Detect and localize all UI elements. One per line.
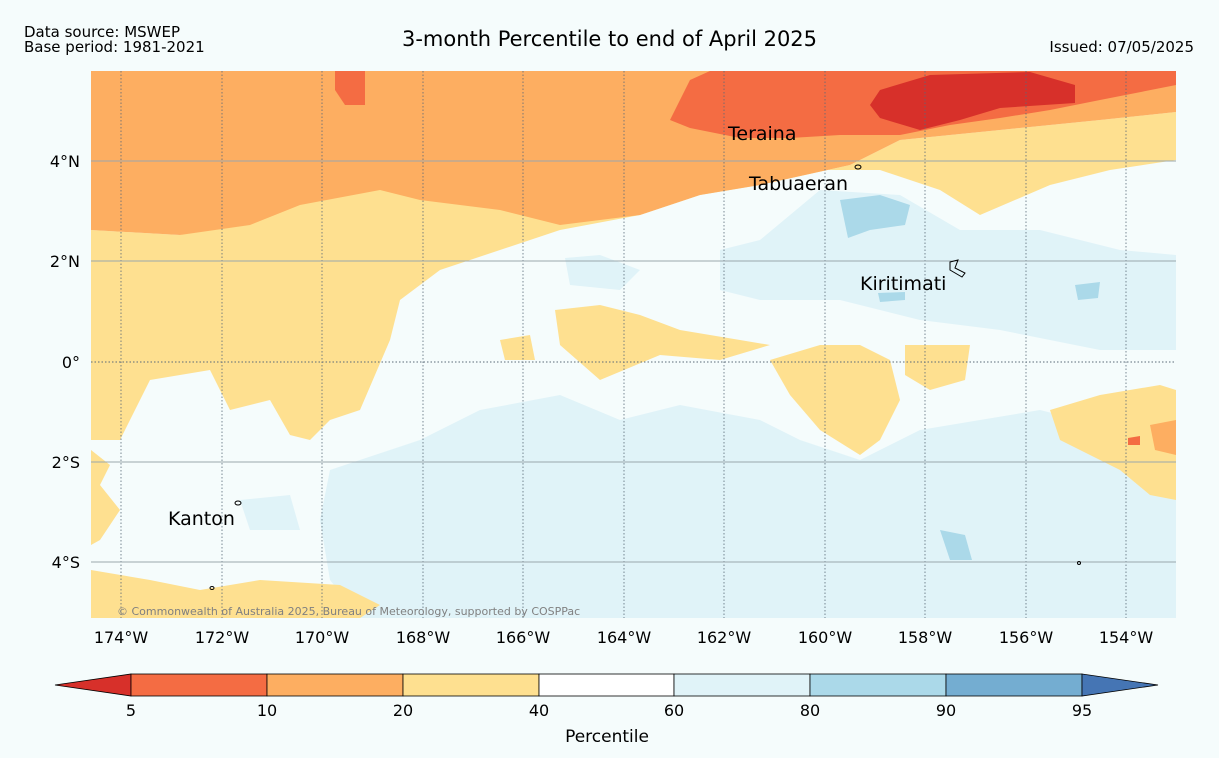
colorbar-ticks: 5 10 20 40 60 80 90 95 [126,701,1092,720]
colorbar-segment [538,673,675,697]
place-label-tabuaeran: Tabuaeran [748,173,848,195]
lon-tick: 174°W [94,628,149,647]
lon-tick: 156°W [999,628,1054,647]
colorbar-label: Percentile [565,727,649,747]
base-period-text: Base period: 1981-2021 [24,38,205,56]
colorbar-tick: 5 [126,701,136,720]
colorbar-segment [809,673,947,697]
region-below-5 [870,72,1075,130]
lat-tick: 4°N [50,152,80,171]
colorbar-segment [266,673,404,697]
lon-tick: 158°W [898,628,953,647]
colorbar [54,673,1159,697]
lat-tick: 2°N [50,252,80,271]
lon-tick: 154°W [1099,628,1154,647]
colorbar-extend-high [1081,673,1159,697]
place-label-teraina: Teraina [727,123,797,145]
latitude-gridlines [91,160,1176,563]
lon-tick: 162°W [697,628,752,647]
map-field: Teraina Tabuaeran Kiritimati Kanton © Co… [91,71,1176,618]
colorbar-tick: 95 [1072,701,1092,720]
lat-tick: 4°S [52,553,80,572]
colorbar-segment [945,673,1083,697]
island-outlines [209,164,1081,590]
colorbar-segment [130,673,268,697]
region-60-80-north [720,190,1176,350]
region-60-80-south [320,395,1176,618]
colorbar-segment [402,673,540,697]
colorbar-tick: 80 [800,701,820,720]
colorbar-tick: 20 [393,701,413,720]
latitude-ticks: 4°N 2°N 0° 2°S 4°S [50,152,80,572]
lon-tick: 160°W [798,628,853,647]
lon-tick: 166°W [496,628,551,647]
lon-tick: 170°W [295,628,350,647]
region-80-90 [840,195,910,238]
place-label-kiritimati: Kiritimati [860,273,946,295]
lon-tick: 164°W [597,628,652,647]
place-label-kanton: Kanton [168,508,235,530]
lat-tick: 0° [62,353,80,372]
lon-tick: 168°W [396,628,451,647]
issued-date: Issued: 07/05/2025 [1049,38,1194,56]
colorbar-segment [673,673,811,697]
map-title: 3-month Percentile to end of April 2025 [401,27,818,51]
lat-tick: 2°S [52,453,80,472]
colorbar-tick: 60 [664,701,684,720]
colorbar-tick: 90 [936,701,956,720]
longitude-ticks: 174°W 172°W 170°W 168°W 166°W 164°W 162°… [94,628,1154,647]
longitude-gridlines [120,71,1127,618]
data-source-text: Data source: MSWEP [24,23,181,41]
colorbar-tick: 40 [529,701,549,720]
region-20-40-west [91,112,1176,440]
lon-tick: 172°W [195,628,250,647]
copyright-text: © Commonwealth of Australia 2025, Bureau… [117,605,580,618]
colorbar-tick: 10 [257,701,277,720]
colorbar-extend-low [54,673,132,697]
